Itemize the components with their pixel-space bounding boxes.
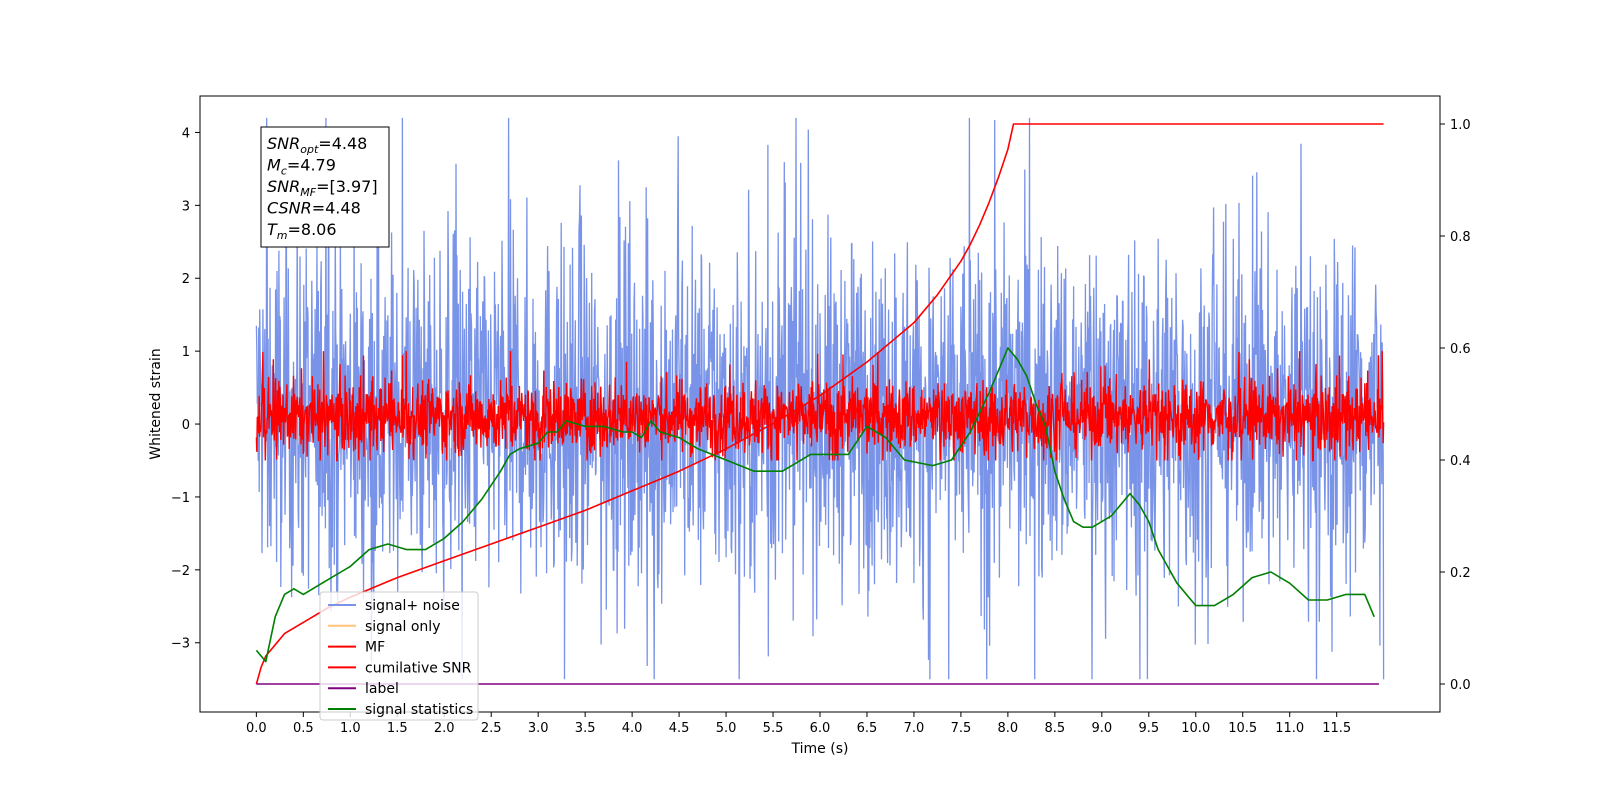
- x-tick-label: 2.0: [434, 721, 455, 736]
- info-line: SNRopt=4.48: [267, 134, 367, 156]
- x-tick-label: 10.5: [1228, 721, 1257, 736]
- y-tick-label: 2: [182, 272, 190, 287]
- x-tick-label: 9.0: [1091, 721, 1112, 736]
- x-tick-label: 4.5: [669, 721, 690, 736]
- x-tick-label: 0.5: [293, 721, 314, 736]
- y-tick-label: 4: [182, 126, 190, 141]
- y-tick-label: −3: [171, 637, 190, 652]
- y-axis-left: −3 −2 −1 0 1 2 3 4: [171, 126, 200, 652]
- x-tick-label: 5.0: [716, 721, 737, 736]
- legend-label-signal-statistics: signal statistics: [365, 702, 473, 718]
- x-tick-label: 1.0: [340, 721, 361, 736]
- legend-label-cumilative-snr: cumilative SNR: [365, 660, 472, 676]
- y2-tick-label: 0.2: [1450, 566, 1471, 581]
- legend: signal+ noise signal only MF cumilative SNR…: [319, 591, 479, 721]
- x-tick-label: 6.5: [857, 721, 878, 736]
- legend-frame: [319, 591, 479, 721]
- info-box-frame: [260, 126, 390, 248]
- y2-tick-label: 1.0: [1450, 118, 1471, 133]
- legend-label-label: label: [365, 681, 399, 697]
- y-tick-label: 3: [182, 199, 190, 214]
- x-tick-label: 11.0: [1275, 721, 1304, 736]
- y2-tick-label: 0.0: [1450, 678, 1471, 693]
- legend-label-signal-only: signal only: [365, 619, 440, 635]
- x-tick-label: 0.0: [246, 721, 267, 736]
- x-tick-label: 3.0: [528, 721, 549, 736]
- y-tick-label: −1: [171, 491, 190, 506]
- legend-label-mf: MF: [365, 640, 385, 656]
- x-axis: 0.0 0.5 1.0 1.5 2.0 2.5 3.0 3.5 4.0 4.5 5.0 5.5 6.0 6…: [246, 712, 1351, 736]
- info-line: CSNR=4.48: [267, 199, 361, 218]
- x-tick-label: 3.5: [575, 721, 596, 736]
- info-line: SNRMF=[3.97]: [267, 177, 378, 199]
- x-tick-label: 2.5: [481, 721, 502, 736]
- series-signal-statistics: [255, 347, 1375, 663]
- y2-tick-label: 0.4: [1450, 454, 1471, 469]
- x-tick-label: 5.5: [763, 721, 784, 736]
- info-line: Mc=4.79: [267, 156, 336, 178]
- x-axis-label: Time (s): [791, 741, 849, 757]
- y-tick-label: 1: [182, 345, 190, 360]
- x-tick-label: 1.5: [387, 721, 408, 736]
- x-tick-label: 10.0: [1181, 721, 1210, 736]
- y-tick-label: 0: [182, 418, 190, 433]
- x-tick-label: 4.0: [622, 721, 643, 736]
- series-mf: [255, 351, 1385, 462]
- info-line: Tm=8.06: [267, 220, 337, 242]
- x-tick-label: 7.0: [904, 721, 925, 736]
- x-tick-label: 6.0: [810, 721, 831, 736]
- y-axis-right: 0.0 0.2 0.4 0.6 0.8 1.0: [1440, 118, 1471, 693]
- y2-tick-label: 0.6: [1450, 342, 1471, 357]
- x-tick-label: 11.5: [1322, 721, 1351, 736]
- x-tick-label: 9.5: [1138, 721, 1159, 736]
- x-tick-label: 8.5: [1045, 721, 1066, 736]
- y2-tick-label: 0.8: [1450, 230, 1471, 245]
- y-axis-label: Whitened strain: [148, 348, 164, 459]
- legend-label-signal-noise: signal+ noise: [365, 598, 460, 614]
- x-tick-label: 7.5: [951, 721, 972, 736]
- y-tick-label: −2: [171, 564, 190, 579]
- x-tick-label: 8.0: [998, 721, 1019, 736]
